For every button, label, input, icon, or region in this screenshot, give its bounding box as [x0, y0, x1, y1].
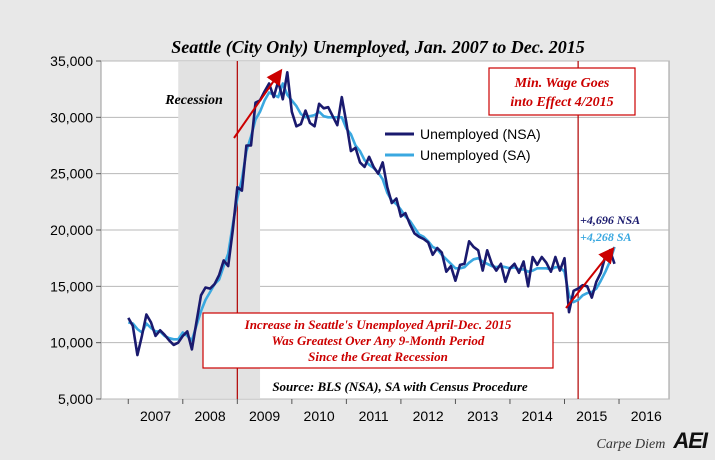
- carpe-diem-brand: Carpe Diem AEI: [596, 428, 708, 454]
- series-line-nsa: [127, 71, 616, 357]
- y-tick-label: 25,000: [50, 166, 93, 182]
- y-tick-label: 30,000: [50, 109, 93, 125]
- x-tick-label: 2009: [249, 408, 280, 424]
- x-axis-ticks: 2007 2008 2009 2010 2011 2012 2013 2014 2015 2016: [127, 399, 662, 424]
- legend: Unemployed (NSA) Unemployed (SA): [385, 126, 541, 163]
- recession-label: Recession: [164, 93, 223, 108]
- minwage-rise-arrow: [565, 246, 615, 309]
- y-tick-label: 35,000: [50, 53, 93, 69]
- min-wage-line-1: Min. Wage Goes: [514, 76, 610, 91]
- x-tick-label: 2007: [140, 408, 171, 424]
- min-wage-line-2: into Effect 4/2015: [510, 95, 613, 110]
- series-line-sa: [127, 82, 616, 342]
- increase-line-1: Increase in Seattle's Unemployed April-D…: [244, 317, 512, 332]
- increase-line-3: Since the Great Recession: [308, 349, 448, 364]
- source-note: Source: BLS (NSA), SA with Census Proced…: [272, 379, 528, 394]
- series-lines: [127, 71, 616, 357]
- x-tick-label: 2008: [194, 408, 225, 424]
- y-axis-ticks: 5,000 10,000 15,000 20,000 25,000 30,000 35,00…: [50, 53, 101, 407]
- x-tick-label: 2011: [359, 408, 389, 424]
- x-tick-label: 2014: [522, 408, 553, 424]
- x-tick-label: 2010: [304, 408, 335, 424]
- y-tick-label: 5,000: [58, 391, 93, 407]
- y-tick-label: 15,000: [50, 278, 93, 294]
- increase-line-2: Was Greatest Over Any 9-Month Period: [272, 333, 485, 348]
- y-tick-label: 20,000: [50, 222, 93, 238]
- x-tick-label: 2015: [576, 408, 607, 424]
- x-tick-label: 2012: [413, 408, 444, 424]
- x-tick-label: 2016: [631, 408, 662, 424]
- aei-logo: AEI: [673, 428, 708, 453]
- legend-label-nsa: Unemployed (NSA): [420, 126, 541, 142]
- nsa-change-label: +4,696 NSA: [580, 213, 640, 227]
- sa-change-label: +4,268 SA: [580, 230, 632, 244]
- min-wage-annotation: Min. Wage Goes into Effect 4/2015: [488, 67, 636, 116]
- recession-rise-arrow: [233, 68, 283, 139]
- blog-name: Carpe Diem: [596, 437, 666, 452]
- legend-label-sa: Unemployed (SA): [420, 147, 531, 163]
- increase-annotation: Increase in Seattle's Unemployed April-D…: [202, 312, 554, 369]
- x-tick-label: 2013: [467, 408, 498, 424]
- chart-title: Seattle (City Only) Unemployed, Jan. 200…: [171, 37, 584, 58]
- y-tick-label: 10,000: [50, 335, 93, 351]
